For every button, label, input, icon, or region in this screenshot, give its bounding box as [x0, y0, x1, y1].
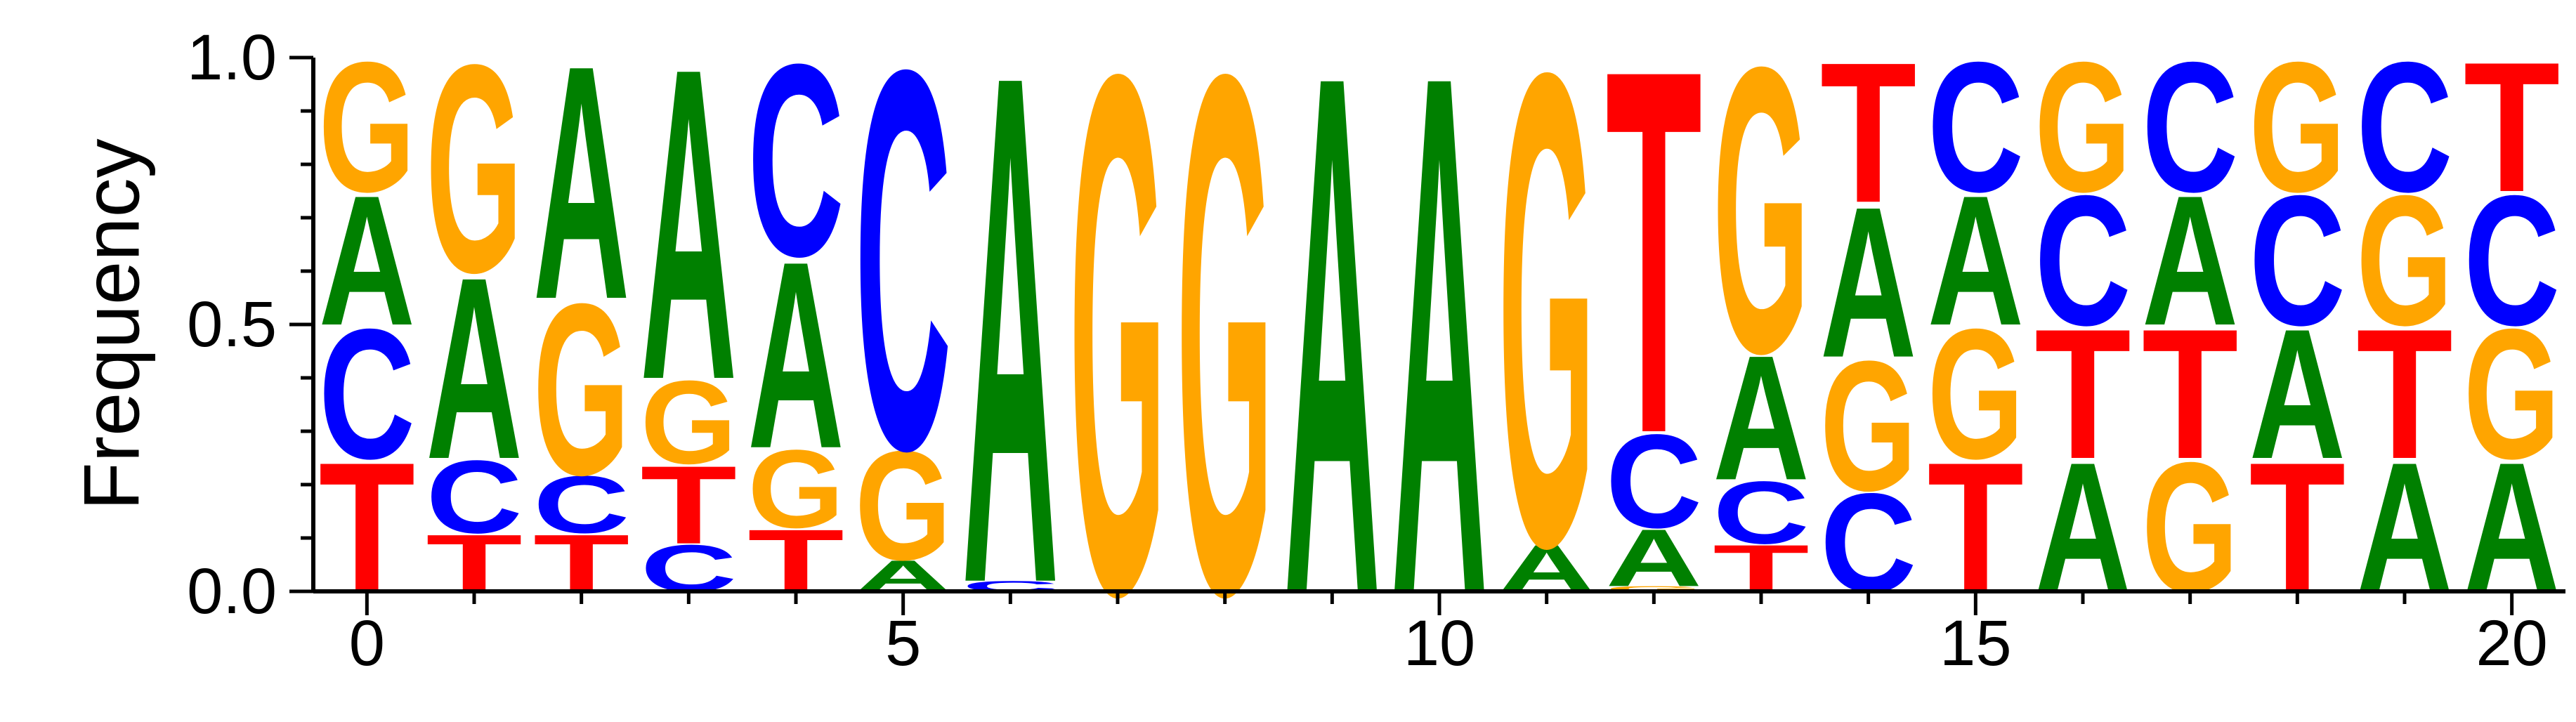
logo-letter-G: G	[641, 356, 737, 489]
logo-letter-G: G	[1606, 584, 1702, 593]
x-tick-label: 0	[349, 608, 385, 679]
x-tick-label: 5	[885, 608, 921, 679]
logo-letter-G: G	[1498, 0, 1595, 687]
logo-letter-T: T	[2356, 290, 2452, 497]
logo-letter-G: G	[319, 23, 415, 230]
logo-letter-A: A	[641, 0, 737, 473]
y-tick-label: 0.5	[187, 289, 277, 360]
logo-letter-C: C	[426, 440, 522, 556]
logo-letter-G: G	[2464, 290, 2560, 497]
logo-letter-G: G	[1820, 322, 1916, 530]
logo-letter-C: C	[2464, 157, 2560, 364]
logo-letter-A: A	[319, 157, 415, 364]
logo-letter-A: A	[2142, 157, 2238, 364]
logo-letter-C: C	[747, 8, 844, 314]
logo-letter-G: G	[855, 419, 951, 593]
x-axis-ticks: 0 5 10 15 20	[349, 591, 2548, 679]
y-tick-label: 1.0	[187, 22, 277, 93]
logo-letter-A: A	[962, 0, 1059, 722]
logo-letter-G: G	[2356, 157, 2452, 364]
x-tick-label: 10	[1404, 608, 1475, 679]
logo-letter-A: A	[747, 206, 844, 504]
logo-letter-A: A	[1606, 513, 1702, 604]
logo-letter-C: C	[533, 459, 629, 551]
logo-letter-T: T	[1820, 22, 1916, 245]
logo-letter-A: A	[1928, 157, 2024, 364]
logo-letter-C: C	[1713, 464, 1809, 563]
logo-letter-A: A	[1713, 319, 1809, 518]
logo-letter-G: G	[1713, 0, 1809, 438]
logo-letter-C: C	[855, 0, 951, 562]
logo-letter-C: C	[2249, 157, 2346, 364]
logo-letter-C: C	[1606, 407, 1702, 556]
logo-letter-T: T	[641, 443, 737, 567]
y-tick-label: 0.0	[187, 556, 277, 627]
x-tick-label: 15	[1940, 608, 2011, 679]
y-axis-title: Frequency	[68, 138, 156, 510]
logo-letter-C: C	[319, 290, 415, 497]
logo-letter-G: G	[426, 3, 522, 334]
logo-letter-G: G	[1177, 0, 1273, 722]
logo-letter-A: A	[533, 0, 629, 369]
logo-letter-G: G	[747, 426, 844, 551]
logo-letter-C: C	[2356, 23, 2452, 230]
logo-letter-G: G	[1069, 0, 1165, 722]
logo-letter-C: C	[2034, 157, 2131, 364]
logo-letter-G: G	[1928, 290, 2024, 497]
logo-letter-A: A	[1284, 0, 1380, 722]
logo-letter-A: A	[1820, 162, 1916, 402]
logo-letter-A: A	[2249, 290, 2346, 497]
logo-letter-A: A	[426, 224, 522, 513]
logo-letter-G: G	[533, 252, 629, 526]
logo-letter-G: G	[2034, 23, 2131, 230]
y-axis-ticks: 0.0 0.5 1.0	[187, 22, 313, 627]
logo-letter-C: C	[2142, 23, 2238, 230]
logo-letter-T: T	[1606, 0, 1702, 542]
logo-letter-T: T	[2464, 23, 2560, 230]
logo-letter-T: T	[2034, 290, 2131, 497]
logo-letter-T: T	[2142, 290, 2238, 497]
logo-letter-C: C	[1928, 23, 2024, 230]
x-tick-label: 20	[2476, 608, 2547, 679]
logo-letter-G: G	[2249, 23, 2346, 230]
